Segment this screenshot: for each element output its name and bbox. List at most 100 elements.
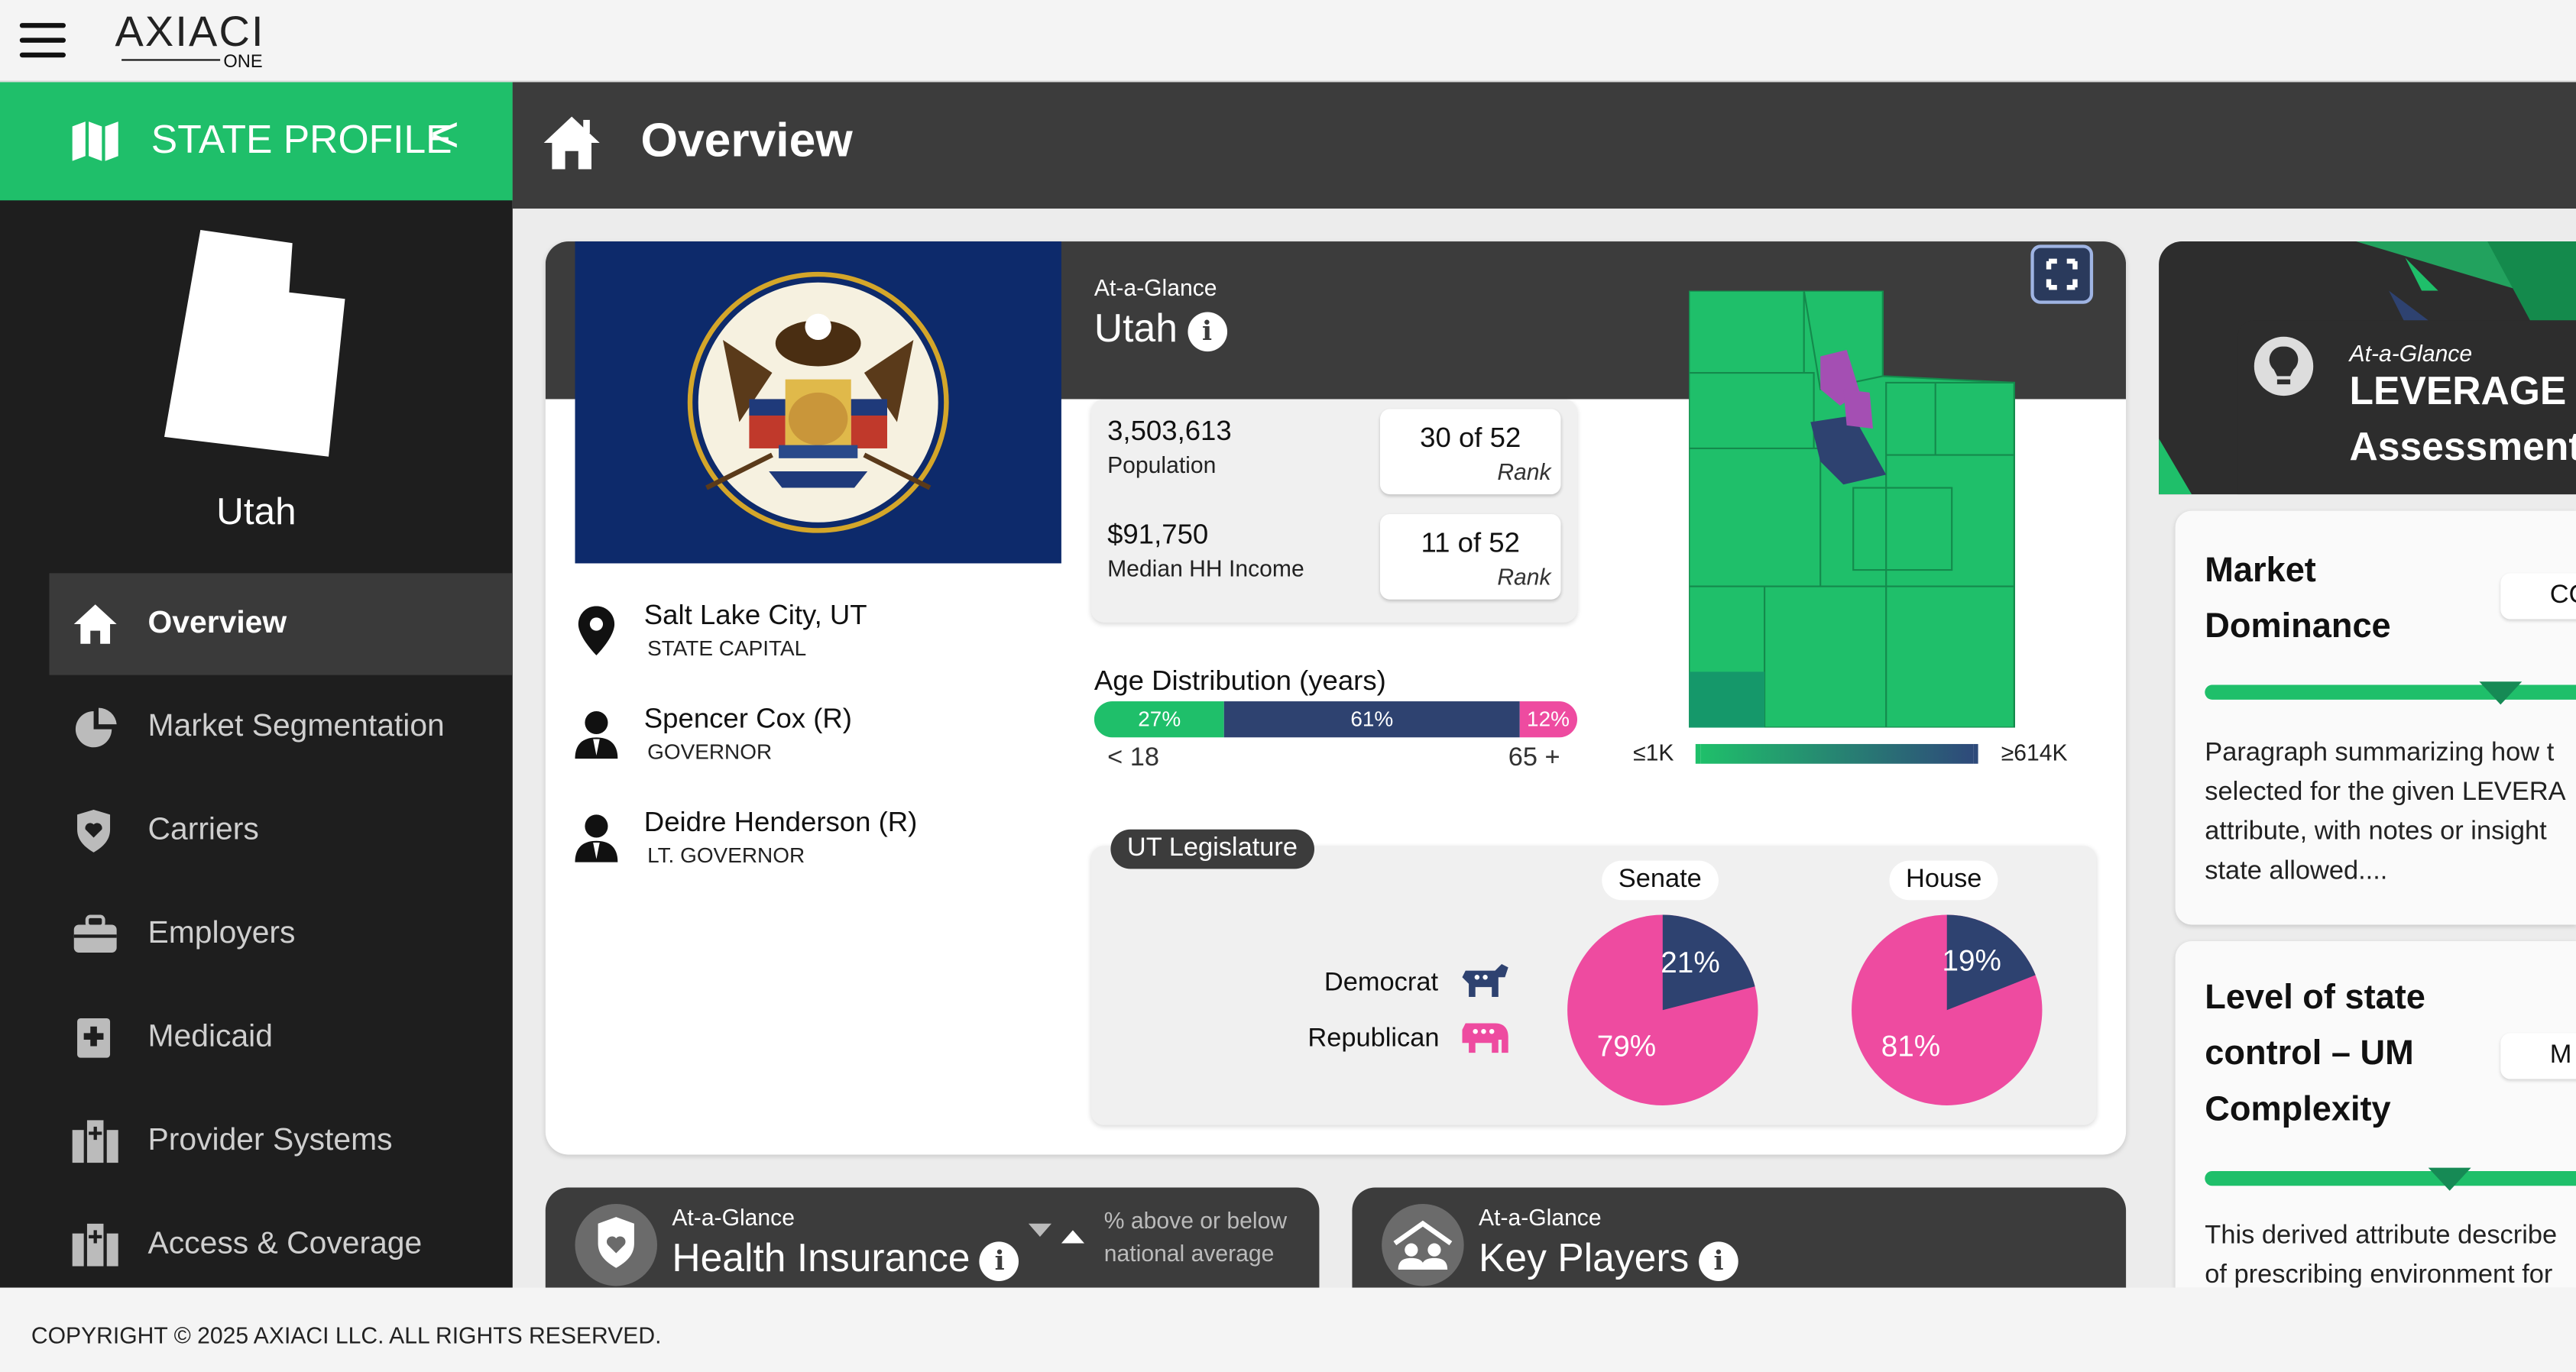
sidebar-item-carriers[interactable]: Carriers xyxy=(50,780,513,882)
slider-thumb[interactable] xyxy=(2479,681,2523,705)
sidebar-item-employers[interactable]: Employers xyxy=(50,884,513,985)
republican-percent-label: 81% xyxy=(1881,1030,1940,1063)
income-rank: 11 of 52 Rank xyxy=(1380,513,1561,600)
age-distribution-title: Age Distribution (years) xyxy=(1094,665,1386,697)
panel-title-line: Complexity xyxy=(2205,1090,2391,1129)
panel-text-line: selected for the given LEVERA xyxy=(2205,778,2566,807)
age-distribution-bar: 27% 61% 12% xyxy=(1094,701,1577,738)
rating-pill: M xyxy=(2500,1033,2576,1079)
overview-card: At-a-Glance Utah i 3,503,613 Population 3… xyxy=(545,241,2127,1155)
sidebar-collapse-icon[interactable]: < xyxy=(430,108,459,163)
age-high-label: 65 + xyxy=(1508,743,1560,772)
donkey-icon xyxy=(1462,964,1508,998)
sidebar-item-medicaid[interactable]: Medicaid xyxy=(50,987,513,1089)
sidebar-item-label: Access & Coverage xyxy=(147,1227,423,1262)
hamburger-menu-icon[interactable] xyxy=(19,23,66,59)
logo-underline xyxy=(122,59,221,61)
medical-file-icon xyxy=(77,1018,111,1058)
key-players-title-row: Key Players i xyxy=(1479,1237,1738,1283)
slider-thumb[interactable] xyxy=(2428,1167,2471,1191)
age-segment: 12% xyxy=(1519,701,1577,738)
overview-eyebrow: At-a-Glance xyxy=(1094,274,1217,301)
rank-label: Rank xyxy=(1497,458,1551,485)
hospital-icon xyxy=(72,1223,118,1267)
note-line-2: national average xyxy=(1103,1240,1275,1267)
democrat-label: Democrat xyxy=(1324,969,1439,998)
sidebar-item-market-segmentation[interactable]: Market Segmentation xyxy=(50,677,513,778)
lt-governor-label: LT. GOVERNOR xyxy=(647,842,805,868)
market-dominance-panel: Market Dominance CO Paragraph summarizin… xyxy=(2175,510,2576,925)
house-label: House xyxy=(1889,860,1998,901)
legislature-title: UT Legislature xyxy=(1110,829,1314,869)
briefcase-icon xyxy=(73,914,117,953)
leverage-eyebrow: At-a-Glance xyxy=(2349,340,2473,367)
health-insurance-note: % above or below national average xyxy=(1104,1204,1287,1270)
population-value: 3,503,613 xyxy=(1107,415,1232,447)
leverage-card-header[interactable]: At-a-Glance LEVERAGE Assessment xyxy=(2159,241,2576,495)
democrat-percent-label: 21% xyxy=(1661,946,1719,979)
republican-label: Republican xyxy=(1307,1024,1440,1053)
key-players-card[interactable]: At-a-Glance Key Players i xyxy=(1352,1187,2127,1288)
sidebar-item-label: Overview xyxy=(147,606,287,641)
house-pie-chart[interactable]: 19% 81% xyxy=(1849,911,2046,1108)
health-insurance-title-row: Health Insurance i xyxy=(672,1237,1019,1283)
sidebar-item-overview[interactable]: Overview xyxy=(49,573,513,675)
sidebar: STATE PROFILE < Utah Overview Market Seg… xyxy=(0,82,513,1288)
sidebar-item-label: Carriers xyxy=(147,813,259,848)
panel-title-line: Level of state xyxy=(2205,979,2425,1017)
democrat-slice[interactable] xyxy=(1946,914,2036,1011)
sidebar-item-label: Market Segmentation xyxy=(147,709,445,744)
rating-pill: CO xyxy=(2500,573,2576,620)
info-icon[interactable]: i xyxy=(1699,1241,1738,1281)
expand-fullscreen-icon[interactable] xyxy=(2030,244,2094,304)
state-flag xyxy=(575,241,1061,564)
key-players-eyebrow: At-a-Glance xyxy=(1479,1203,1602,1231)
age-segment: 61% xyxy=(1224,701,1520,738)
info-icon[interactable]: i xyxy=(980,1241,1019,1281)
panel-title-line: Dominance xyxy=(2205,607,2391,646)
sidebar-item-provider-systems[interactable]: Provider Systems xyxy=(50,1091,513,1192)
leverage-title-box: At-a-Glance LEVERAGE Assessment xyxy=(2237,320,2576,495)
key-players-title: Key Players xyxy=(1479,1236,1690,1282)
overview-title-row: Utah i xyxy=(1094,307,1227,353)
leverage-title-line-1: LEVERAGE xyxy=(2349,369,2567,414)
axiaci-logo[interactable]: AXIACI ONE xyxy=(115,10,280,73)
location-pin-icon xyxy=(578,606,615,655)
sidebar-title: STATE PROFILE xyxy=(151,118,452,163)
health-insurance-card[interactable]: At-a-Glance Health Insurance i % above or… xyxy=(545,1187,1320,1288)
map-legend-high: ≥614K xyxy=(2001,739,2068,765)
state-seal-icon xyxy=(687,271,949,533)
shield-heart-icon xyxy=(77,809,111,853)
utah-county-map[interactable] xyxy=(1689,290,2017,728)
state-name: Utah xyxy=(216,489,296,532)
health-insurance-eyebrow: At-a-Glance xyxy=(672,1203,795,1231)
home-icon xyxy=(73,604,117,644)
top-bar: AXIACI ONE xyxy=(0,0,2576,83)
governor-label: GOVERNOR xyxy=(647,739,773,764)
person-icon xyxy=(575,710,618,759)
democrat-slice[interactable] xyxy=(1662,914,1755,1011)
sidebar-item-label: Medicaid xyxy=(147,1020,274,1055)
senate-label: Senate xyxy=(1602,860,1719,901)
age-low-label: < 18 xyxy=(1107,743,1160,772)
sidebar-header: STATE PROFILE < xyxy=(0,82,513,201)
age-segment: 27% xyxy=(1094,701,1225,738)
panel-text-line: of prescribing environment for xyxy=(2205,1261,2553,1288)
copyright-text: COPYRIGHT © 2025 AXIACI LLC. ALL RIGHTS … xyxy=(31,1322,662,1349)
population-rank-value: 30 of 52 xyxy=(1420,422,1521,454)
sidebar-item-access-coverage[interactable]: Access & Coverage xyxy=(50,1194,513,1296)
senate-pie-chart[interactable]: 21% 79% xyxy=(1564,911,1761,1108)
panel-title-line: Market xyxy=(2205,552,2316,590)
income-value: $91,750 xyxy=(1107,519,1209,551)
info-icon[interactable]: i xyxy=(1187,311,1227,351)
up-down-arrows-icon xyxy=(1028,1223,1085,1244)
logo-sub: ONE xyxy=(223,52,263,73)
map-legend-bar xyxy=(1695,743,1978,764)
shield-heart-icon xyxy=(575,1203,658,1286)
panel-text-line: state allowed.... xyxy=(2205,857,2388,885)
sidebar-item-label: Employers xyxy=(147,916,296,951)
demographics-stats: 3,503,613 Population 30 of 52 Rank $91,7… xyxy=(1090,399,1577,623)
capital-value: Salt Lake City, UT xyxy=(643,599,867,631)
